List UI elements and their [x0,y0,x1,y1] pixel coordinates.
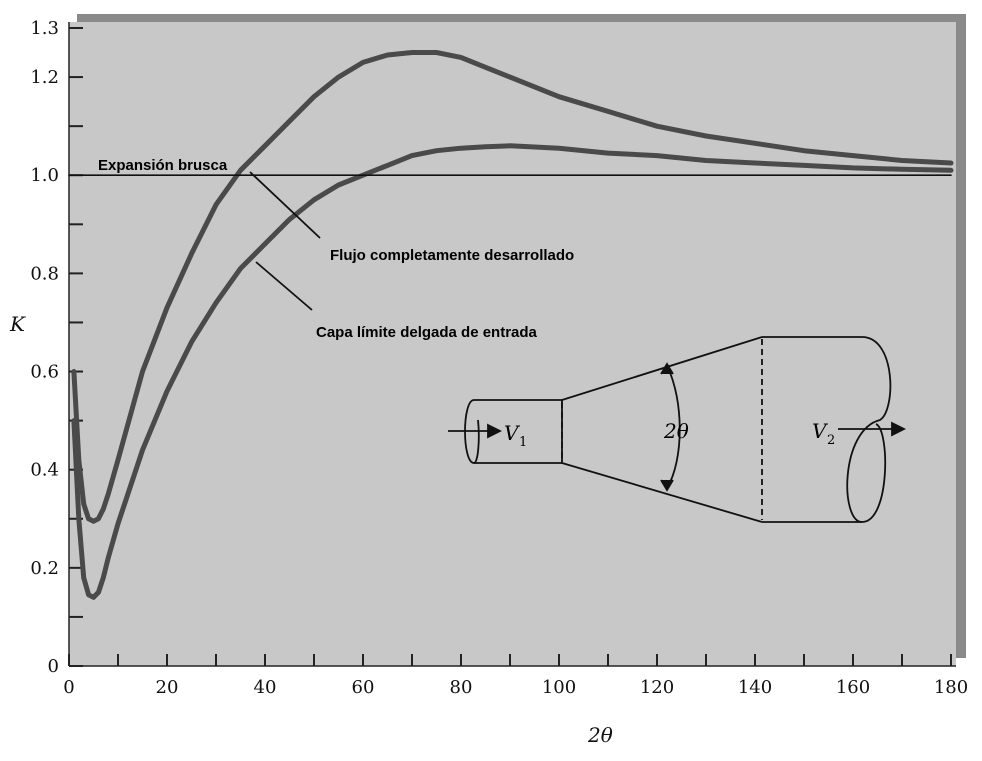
diffuser-diagram [448,336,907,523]
angle-label: 2θ [663,419,689,443]
x-tick-label: 20 [156,677,179,698]
v2-label: V [812,419,829,443]
v1-label: V [504,421,521,445]
y-tick-label: 0.4 [30,460,59,481]
angle-arrow-bottom [660,479,674,492]
cone-bottom [561,462,763,523]
x-ticks [68,654,952,666]
v2-subscript: 2 [827,433,835,448]
x-tick-label: 160 [836,677,870,698]
inlet-arrow-head [487,423,503,439]
y-tick-label: 0.8 [30,263,59,284]
v1-subscript: 1 [519,435,527,450]
angle-arc [666,365,681,489]
y-tick-label: 1.3 [30,18,59,39]
outlet-pipe-outline [762,336,862,523]
annotation-fully-developed: Flujo completamente desarrollado [330,247,574,264]
annotation-thin-boundary: Capa límite delgada de entrada [316,324,538,341]
y-tick-label: 0 [48,656,59,677]
leader-line-thin-boundary [255,261,313,311]
x-axis-title: 2θ [587,723,613,747]
annotation-sudden-expansion: Expansión brusca [98,157,228,174]
x-tick-label: 140 [738,677,772,698]
x-tick-label: 120 [640,677,674,698]
series-layer [68,50,954,600]
plot-background [69,22,956,666]
y-axis-title: K [9,312,26,336]
y-tick-label: 0.2 [30,558,59,579]
leader-line-fully-developed [249,171,321,239]
cone-top [561,336,763,401]
y-tick-label: 1.2 [30,67,59,88]
y-tick-label: 1.0 [30,165,59,186]
series-line-thin-boundary-layer [71,143,954,600]
x-tick-label: 60 [352,677,375,698]
x-tick-label: 40 [254,677,277,698]
x-tick-label: 180 [934,677,968,698]
series-line-fully-developed [71,50,954,524]
x-tick-labels: 0 20 40 60 80 100 120 140 160 180 [63,677,968,698]
y-tick-labels: 0 0.2 0.4 0.6 0.8 1.0 1.2 1.3 [30,18,59,677]
x-tick-label: 80 [450,677,473,698]
y-tick-label: 0.6 [30,362,59,383]
outlet-arrow-head [891,421,907,437]
x-tick-label: 0 [63,677,74,698]
inlet-pipe-outline [474,399,563,464]
x-tick-label: 100 [542,677,576,698]
inlet-pipe-end [464,399,480,464]
outlet-pipe-end [846,336,892,523]
angle-arrow-top [660,362,674,375]
